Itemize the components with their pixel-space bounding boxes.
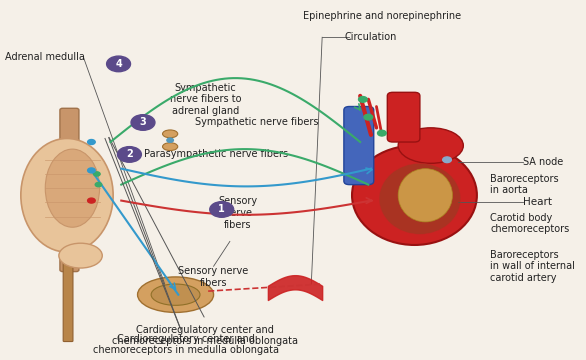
Text: Parasympathetic nerve fibers: Parasympathetic nerve fibers	[144, 149, 288, 159]
Text: SA node: SA node	[523, 157, 563, 167]
Text: Carotid body
chemoreceptors: Carotid body chemoreceptors	[490, 213, 570, 234]
Circle shape	[95, 183, 102, 187]
Text: Circulation: Circulation	[345, 32, 397, 42]
Text: Epinephrine and norepinephrine: Epinephrine and norepinephrine	[303, 11, 461, 21]
Circle shape	[131, 115, 155, 130]
Circle shape	[117, 147, 141, 162]
Text: 2: 2	[126, 149, 133, 159]
Text: Sensory
nerve
fibers: Sensory nerve fibers	[219, 197, 258, 230]
Text: 3: 3	[139, 117, 146, 127]
Circle shape	[364, 114, 373, 120]
Ellipse shape	[398, 128, 464, 163]
Ellipse shape	[162, 143, 178, 150]
Circle shape	[442, 157, 451, 163]
FancyBboxPatch shape	[60, 108, 79, 271]
Ellipse shape	[352, 145, 477, 245]
Text: Baroreceptors
in aorta: Baroreceptors in aorta	[490, 174, 559, 195]
Circle shape	[88, 168, 95, 173]
Ellipse shape	[379, 163, 461, 234]
Text: Adrenal medulla: Adrenal medulla	[5, 52, 85, 62]
Ellipse shape	[398, 168, 452, 222]
Circle shape	[88, 198, 95, 203]
Text: Sympathetic
nerve fibers to
adrenal gland: Sympathetic nerve fibers to adrenal glan…	[170, 83, 241, 116]
Text: Cardioregulatory center and
chemoreceptors in medulla oblongata: Cardioregulatory center and chemorecepto…	[93, 138, 280, 355]
Circle shape	[377, 130, 386, 136]
Text: 1: 1	[219, 204, 225, 215]
Text: 4: 4	[115, 59, 122, 69]
Ellipse shape	[45, 149, 100, 227]
Circle shape	[107, 56, 131, 72]
Ellipse shape	[162, 130, 178, 138]
Text: Baroreceptors
in wall of internal
carotid artery: Baroreceptors in wall of internal caroti…	[490, 250, 575, 283]
Circle shape	[88, 140, 95, 144]
Ellipse shape	[21, 139, 113, 252]
Ellipse shape	[151, 284, 200, 305]
Text: Cardioregulatory center and
chemoreceptors in medulla oblongata: Cardioregulatory center and chemorecepto…	[113, 325, 298, 346]
Circle shape	[167, 138, 173, 142]
Ellipse shape	[59, 243, 103, 268]
Ellipse shape	[138, 277, 213, 312]
FancyBboxPatch shape	[387, 92, 420, 142]
Text: Sensory nerve
fibers: Sensory nerve fibers	[179, 266, 248, 288]
FancyBboxPatch shape	[63, 163, 73, 342]
Circle shape	[359, 96, 367, 102]
Circle shape	[210, 202, 234, 217]
Circle shape	[94, 172, 100, 176]
Text: Heart: Heart	[523, 197, 552, 207]
Text: Sympathetic nerve fibers: Sympathetic nerve fibers	[195, 117, 319, 127]
FancyBboxPatch shape	[344, 107, 374, 185]
